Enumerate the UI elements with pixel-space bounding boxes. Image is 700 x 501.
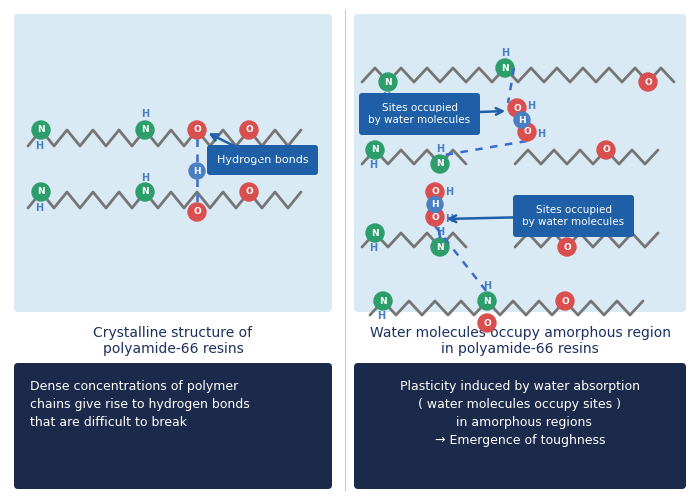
Text: O: O xyxy=(644,78,652,87)
Text: O: O xyxy=(602,145,610,154)
Circle shape xyxy=(240,121,258,139)
FancyBboxPatch shape xyxy=(14,363,332,489)
Text: H: H xyxy=(141,109,149,119)
Circle shape xyxy=(558,238,576,256)
FancyBboxPatch shape xyxy=(354,14,686,312)
Text: Sites occupied
by water molecules: Sites occupied by water molecules xyxy=(368,103,470,125)
Text: O: O xyxy=(561,297,569,306)
Text: H: H xyxy=(445,214,453,224)
Circle shape xyxy=(32,121,50,139)
Text: H: H xyxy=(35,141,43,151)
Circle shape xyxy=(478,292,496,310)
Circle shape xyxy=(556,292,574,310)
Text: Sites occupied
by water molecules: Sites occupied by water molecules xyxy=(522,205,624,227)
Text: N: N xyxy=(436,242,444,252)
Text: N: N xyxy=(379,297,387,306)
Circle shape xyxy=(518,123,536,141)
Circle shape xyxy=(32,183,50,201)
Text: N: N xyxy=(501,64,509,73)
Circle shape xyxy=(639,73,657,91)
Text: O: O xyxy=(193,207,201,216)
Circle shape xyxy=(136,183,154,201)
Text: H: H xyxy=(193,166,201,175)
Text: H: H xyxy=(369,160,377,170)
Text: N: N xyxy=(37,187,45,196)
Text: H: H xyxy=(527,101,535,111)
Circle shape xyxy=(189,163,205,179)
Text: Water molecules occupy amorphous region
in polyamide-66 resins: Water molecules occupy amorphous region … xyxy=(370,326,671,356)
Circle shape xyxy=(188,121,206,139)
Text: H: H xyxy=(141,173,149,183)
Text: N: N xyxy=(371,145,379,154)
FancyBboxPatch shape xyxy=(359,93,480,135)
Circle shape xyxy=(427,196,443,212)
Text: H: H xyxy=(483,281,491,291)
Text: H: H xyxy=(436,144,444,154)
Text: H: H xyxy=(382,92,390,102)
Text: H: H xyxy=(537,129,545,139)
Text: N: N xyxy=(371,228,379,237)
Circle shape xyxy=(379,73,397,91)
Circle shape xyxy=(431,155,449,173)
Text: O: O xyxy=(483,319,491,328)
FancyBboxPatch shape xyxy=(354,363,686,489)
Circle shape xyxy=(240,183,258,201)
Text: O: O xyxy=(431,212,439,221)
Text: H: H xyxy=(431,200,439,209)
Text: O: O xyxy=(563,242,571,252)
Circle shape xyxy=(597,141,615,159)
Text: N: N xyxy=(483,297,491,306)
Text: O: O xyxy=(431,187,439,196)
Circle shape xyxy=(426,208,444,226)
Text: O: O xyxy=(245,187,253,196)
Text: H: H xyxy=(518,116,526,125)
Text: N: N xyxy=(141,125,149,134)
Text: Dense concentrations of polymer
chains give rise to hydrogen bonds
that are diff: Dense concentrations of polymer chains g… xyxy=(30,380,250,429)
Text: O: O xyxy=(245,125,253,134)
Text: O: O xyxy=(513,104,521,113)
Text: N: N xyxy=(384,78,392,87)
Text: Hydrogen bonds: Hydrogen bonds xyxy=(217,155,308,165)
Text: N: N xyxy=(141,187,149,196)
Text: H: H xyxy=(35,203,43,213)
Circle shape xyxy=(136,121,154,139)
FancyBboxPatch shape xyxy=(14,14,332,312)
Text: N: N xyxy=(37,125,45,134)
Circle shape xyxy=(374,292,392,310)
Text: H: H xyxy=(436,227,444,237)
Text: H: H xyxy=(501,48,509,58)
FancyBboxPatch shape xyxy=(207,145,318,175)
Text: H: H xyxy=(445,187,453,197)
Circle shape xyxy=(478,314,496,332)
Text: H: H xyxy=(377,311,385,321)
Circle shape xyxy=(426,183,444,201)
Text: Plasticity induced by water absorption
( water molecules occupy sites )
  in amo: Plasticity induced by water absorption (… xyxy=(400,380,640,447)
Circle shape xyxy=(366,224,384,242)
Circle shape xyxy=(431,238,449,256)
Text: O: O xyxy=(193,125,201,134)
Text: Crystalline structure of
polyamide-66 resins: Crystalline structure of polyamide-66 re… xyxy=(93,326,253,356)
Circle shape xyxy=(508,99,526,117)
Text: O: O xyxy=(523,127,531,136)
Text: H: H xyxy=(369,243,377,253)
Text: N: N xyxy=(436,159,444,168)
FancyBboxPatch shape xyxy=(513,195,634,237)
Circle shape xyxy=(188,203,206,221)
Circle shape xyxy=(366,141,384,159)
Circle shape xyxy=(496,59,514,77)
Circle shape xyxy=(514,112,530,128)
